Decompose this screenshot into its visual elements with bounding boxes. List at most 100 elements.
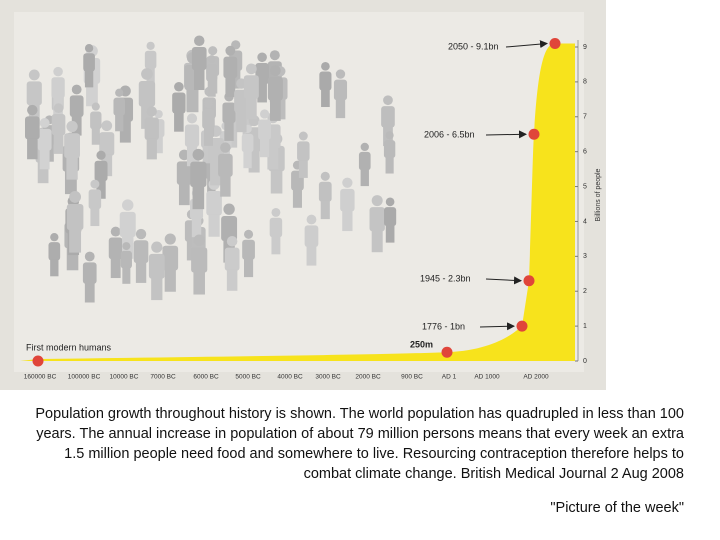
person-body: [304, 225, 319, 247]
chart: Billions of people 0 1 2 3 4 5 6 7 8 9 160000 BC 10…: [0, 0, 606, 390]
person-head: [122, 199, 134, 211]
person-head: [223, 203, 235, 215]
person-head: [192, 148, 205, 161]
person-head: [101, 120, 113, 132]
person-legs: [244, 258, 254, 278]
x-tick-label: AD 1000: [474, 374, 500, 381]
person-legs: [164, 269, 176, 292]
person-body: [120, 250, 132, 269]
person-head: [226, 235, 238, 247]
person-legs: [110, 258, 121, 279]
person-head: [269, 50, 280, 61]
person-body: [51, 113, 66, 136]
person-body: [241, 133, 254, 153]
person-body: [319, 71, 332, 91]
person-legs: [335, 99, 346, 119]
caption-note: "Picture of the week": [550, 500, 684, 516]
person-head: [306, 214, 317, 225]
y-tick-label: 1: [583, 323, 587, 330]
person-legs: [186, 89, 199, 113]
person-head: [298, 131, 308, 141]
person-head: [164, 233, 176, 245]
person-body: [242, 239, 255, 260]
person-head: [371, 195, 383, 207]
person-legs: [119, 120, 131, 143]
person-body: [90, 111, 102, 130]
person-body: [108, 237, 123, 260]
x-tick-label: AD 2000: [523, 374, 549, 381]
point-arrow: [485, 276, 522, 285]
person-body: [88, 189, 102, 210]
person-legs: [192, 185, 205, 210]
person-body: [82, 262, 97, 284]
person-body: [37, 128, 52, 151]
person-legs: [204, 127, 213, 146]
person-legs: [84, 282, 95, 303]
person-legs: [66, 157, 78, 180]
point-label: 2050 - 9.1bn: [448, 41, 499, 51]
person-head: [146, 41, 155, 50]
person-body: [119, 211, 136, 238]
x-tick-label: 7000 BC: [150, 374, 176, 381]
person-body: [113, 97, 125, 116]
person-head: [141, 68, 153, 80]
person-head: [342, 177, 353, 188]
data-point: [549, 38, 561, 50]
y-tick-label: 3: [583, 253, 587, 260]
person-legs: [270, 170, 283, 194]
person-head: [220, 142, 231, 153]
person-legs: [39, 149, 50, 170]
person-legs: [84, 70, 94, 88]
person-head: [151, 241, 163, 253]
caption-text: Population growth throughout history is …: [35, 406, 684, 482]
person-head: [257, 52, 267, 63]
y-tick-label: 7: [583, 114, 587, 121]
x-tick-label: AD 1: [442, 374, 457, 381]
person-legs: [220, 175, 231, 197]
person-head: [110, 226, 121, 237]
y-tick-label: 5: [583, 183, 587, 190]
person-body: [66, 204, 84, 231]
person-head: [122, 242, 131, 251]
person-body: [333, 79, 348, 101]
point-arrow: [479, 322, 515, 331]
y-tick-label: 4: [583, 218, 587, 225]
person-legs: [236, 111, 247, 133]
person-head: [271, 207, 281, 217]
person-body: [190, 161, 207, 188]
person-legs: [385, 225, 395, 243]
data-point: [32, 355, 44, 367]
person-head: [207, 55, 216, 64]
person-legs: [298, 160, 308, 178]
x-tick-label: 4000 BC: [277, 374, 303, 381]
person-legs: [257, 83, 267, 103]
person-body: [51, 77, 65, 99]
person-head: [383, 95, 393, 106]
person-legs: [151, 277, 163, 301]
x-tick-label: 6000 BC: [193, 374, 219, 381]
data-point: [523, 275, 535, 287]
person-body: [202, 109, 215, 129]
person-head: [27, 104, 38, 116]
person-body: [176, 161, 192, 185]
person-head: [39, 118, 50, 128]
person-head: [193, 234, 205, 247]
data-point: [528, 128, 540, 140]
person-head: [115, 88, 124, 97]
person-head: [84, 251, 95, 262]
person-legs: [146, 138, 157, 160]
x-tick-label: 2000 BC: [355, 374, 381, 381]
person-legs: [154, 136, 163, 154]
x-tick-label: 100000 BC: [68, 374, 101, 381]
point-label: 1945 - 2.3bn: [420, 273, 471, 283]
person-body: [64, 133, 80, 159]
person-legs: [225, 77, 236, 98]
person-body: [369, 207, 385, 232]
person-head: [360, 142, 369, 152]
person-legs: [371, 230, 383, 253]
person-head: [69, 191, 82, 203]
person-body: [269, 217, 283, 238]
person-body: [297, 141, 310, 161]
person-head: [91, 102, 100, 111]
person-body: [69, 95, 84, 117]
